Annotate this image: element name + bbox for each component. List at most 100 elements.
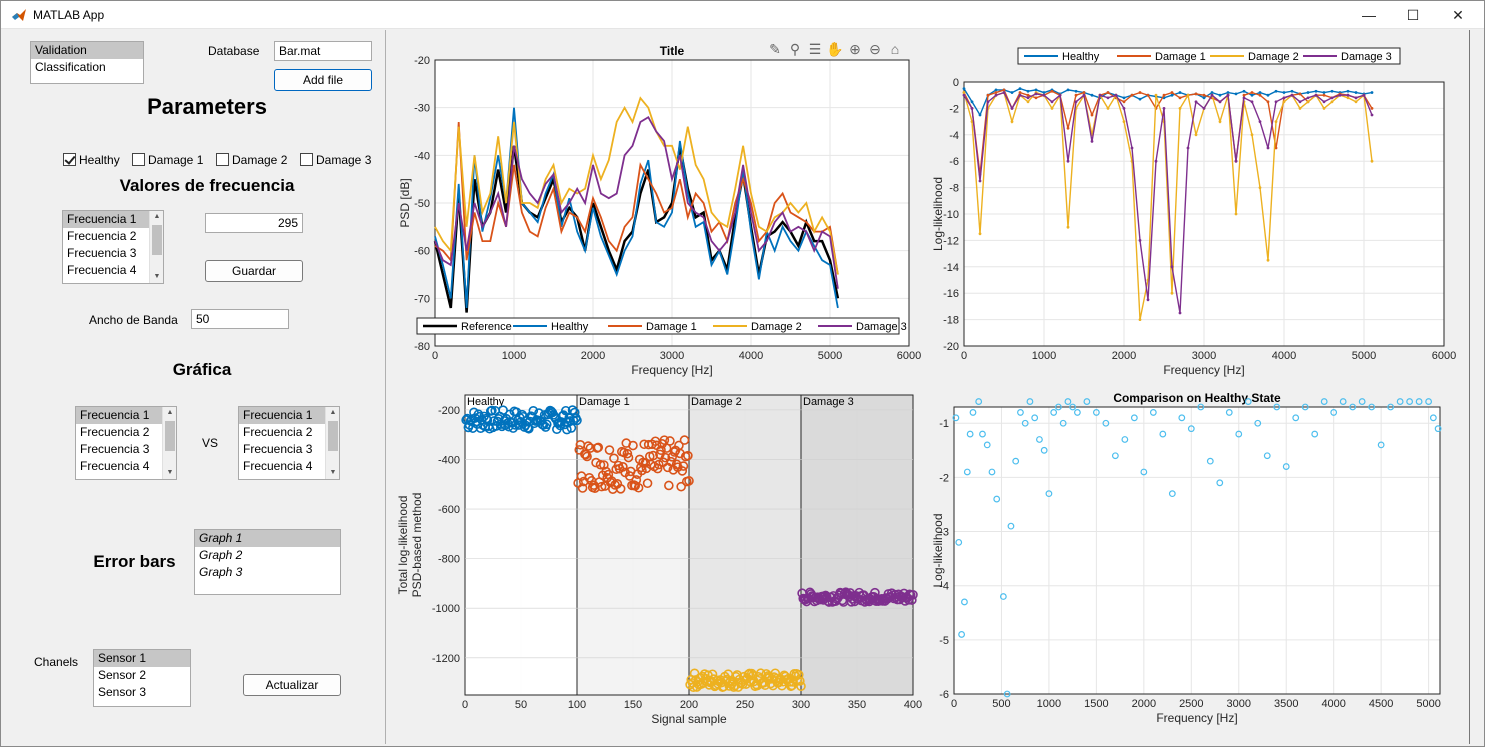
guardar-button[interactable]: Guardar — [205, 260, 303, 282]
data-point — [565, 416, 576, 426]
scroll-down-icon[interactable]: ▼ — [153, 273, 161, 280]
list-item[interactable]: Graph 1 — [195, 530, 340, 547]
checkbox-box[interactable] — [63, 153, 76, 166]
data-point — [618, 462, 628, 472]
data-point — [952, 414, 960, 422]
list-item[interactable]: Frecuencia 4 — [67, 263, 137, 277]
scroll-thumb[interactable] — [328, 421, 338, 451]
total-loglik-chart[interactable]: 0 50 100 150 200 250 300 350 400 -200 -400 -600 -800… — [387, 382, 927, 744]
data-point — [1234, 159, 1238, 163]
database-field[interactable]: Bar.mat — [274, 41, 372, 61]
data-point — [1314, 93, 1318, 97]
list-item[interactable]: Frecuencia 3 — [67, 246, 137, 260]
data-point — [1322, 91, 1326, 94]
scrollbar[interactable]: ▲ ▼ — [162, 407, 176, 479]
list-item[interactable]: Sensor 1 — [94, 650, 190, 667]
data-point — [1314, 89, 1318, 93]
scroll-thumb[interactable] — [165, 421, 175, 451]
comparison-chart[interactable]: 0 500 1000 1500 2000 2500 3000 3500 4000 4500 5000… — [928, 382, 1469, 744]
data-point — [1178, 107, 1182, 110]
scroll-thumb[interactable] — [152, 225, 162, 255]
data-point — [583, 441, 593, 451]
y-tick-label: -2 — [939, 472, 949, 484]
data-point — [975, 398, 983, 405]
ancho-label: Ancho de Banda — [89, 313, 178, 327]
checkbox-box[interactable] — [132, 153, 145, 166]
scroll-down-icon[interactable]: ▼ — [166, 469, 174, 476]
list-item[interactable]: Frecuencia 2 — [80, 425, 150, 439]
data-point — [1154, 159, 1158, 163]
healthy-checkbox[interactable]: Healthy — [63, 153, 120, 167]
data-point — [962, 87, 966, 90]
list-item[interactable]: Frecuencia 2 — [67, 229, 137, 243]
checkbox-box[interactable] — [216, 153, 229, 166]
data-point — [1194, 133, 1198, 137]
ancho-field[interactable]: 50 — [191, 309, 289, 329]
data-point — [1021, 419, 1029, 427]
data-point — [1339, 398, 1347, 405]
list-item[interactable]: Frecuencia 3 — [243, 442, 313, 456]
list-item[interactable]: Sensor 2 — [98, 668, 147, 682]
maximize-button[interactable]: ☐ — [1390, 1, 1436, 29]
sensor-listbox[interactable]: Sensor 1 Sensor 2 Sensor 3 — [93, 649, 191, 707]
list-item[interactable]: Frecuencia 1 — [239, 407, 339, 424]
scroll-up-icon[interactable]: ▲ — [166, 409, 174, 416]
data-point — [652, 463, 663, 474]
scroll-up-icon[interactable]: ▲ — [329, 409, 337, 416]
actualizar-button[interactable]: Actualizar — [243, 674, 341, 696]
y-tick-label: -600 — [438, 504, 460, 516]
graph-freq-listbox-a[interactable]: Frecuencia 1 Frecuencia 2 Frecuencia 3 F… — [75, 406, 177, 480]
checkbox-box[interactable] — [300, 153, 313, 166]
close-button[interactable]: ✕ — [1435, 1, 1481, 29]
mode-listbox[interactable]: Validation Classification — [30, 41, 144, 84]
data-point — [1149, 409, 1157, 416]
damage2-checkbox[interactable]: Damage 2 — [216, 153, 287, 167]
data-point — [1377, 441, 1385, 449]
minimize-button[interactable]: — — [1346, 1, 1392, 29]
graph-freq-listbox-b[interactable]: Frecuencia 1 Frecuencia 2 Frecuencia 3 F… — [238, 406, 340, 480]
legend-entry: Healthy — [551, 321, 589, 333]
data-point — [1225, 409, 1233, 416]
data-point — [1306, 100, 1310, 104]
list-item[interactable]: Frecuencia 3 — [80, 442, 150, 456]
loglik-chart[interactable]: 0 1000 2000 3000 4000 5000 6000 0 -2 -4 -6 -8 -10 -12… — [928, 30, 1469, 382]
scrollbar[interactable]: ▲ ▼ — [149, 211, 163, 283]
list-item[interactable]: Classification — [35, 60, 106, 74]
y-tick-label: -20 — [943, 341, 959, 353]
damage3-checkbox[interactable]: Damage 3 — [300, 153, 371, 167]
frequency-listbox[interactable]: Frecuencia 1 Frecuencia 2 Frecuencia 3 F… — [62, 210, 164, 284]
psd-chart[interactable]: 0 1000 2000 3000 4000 5000 6000 -20 -30 -40 -50 -60… — [387, 30, 927, 382]
data-point — [665, 436, 675, 446]
list-item[interactable]: Frecuencia 1 — [76, 407, 176, 424]
list-item[interactable]: Sensor 3 — [98, 685, 147, 699]
x-tick-label: 100 — [568, 699, 586, 711]
scroll-down-icon[interactable]: ▼ — [329, 469, 337, 476]
list-item[interactable]: Validation — [31, 42, 143, 59]
list-item[interactable]: Frecuencia 2 — [243, 425, 313, 439]
list-item[interactable]: Frecuencia 4 — [243, 459, 313, 473]
data-point — [707, 669, 718, 680]
data-point — [1274, 146, 1278, 150]
zoom-out-icon: ⊖ — [869, 41, 881, 57]
data-point — [1194, 92, 1198, 96]
frequency-value-field[interactable]: 295 — [205, 213, 303, 233]
y-tick-label: -40 — [414, 150, 430, 162]
scrollbar[interactable]: ▲ ▼ — [325, 407, 339, 479]
scroll-up-icon[interactable]: ▲ — [153, 213, 161, 220]
damage1-checkbox[interactable]: Damage 1 — [132, 153, 203, 167]
list-item[interactable]: Frecuencia 4 — [80, 459, 150, 473]
list-item[interactable]: Graph 3 — [199, 565, 243, 579]
y-axis-label: Log-likelihood — [931, 177, 945, 251]
grafica-heading: Gráfica — [172, 360, 232, 379]
add-file-button[interactable]: Add file — [274, 69, 372, 91]
data-point — [795, 676, 805, 686]
y-tick-label: -10 — [943, 209, 959, 221]
data-point — [1266, 100, 1270, 104]
y-tick-label: -12 — [943, 235, 959, 247]
graph-listbox[interactable]: Graph 1 Graph 2 Graph 3 — [194, 529, 341, 595]
list-item[interactable]: Frecuencia 1 — [63, 211, 163, 228]
data-point — [1242, 96, 1246, 100]
window-scrollbar[interactable] — [1469, 30, 1484, 744]
x-tick-label: 150 — [624, 699, 642, 711]
list-item[interactable]: Graph 2 — [199, 548, 243, 562]
